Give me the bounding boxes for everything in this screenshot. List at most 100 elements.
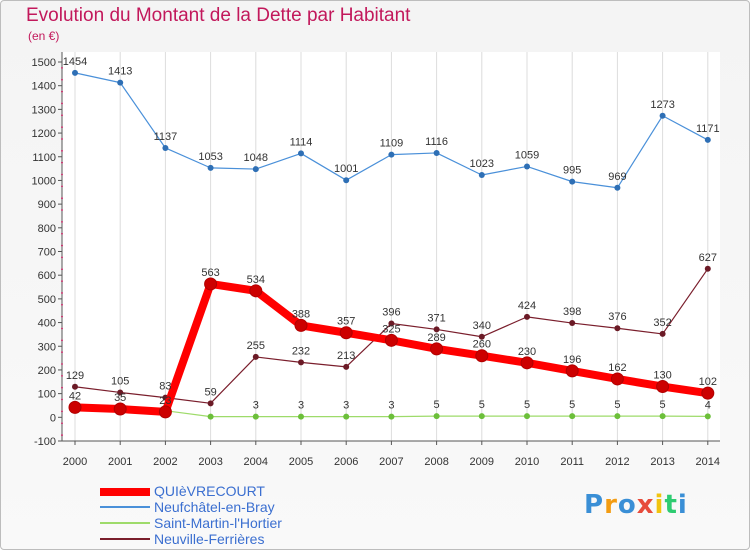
y-tick-label: 300 [38, 341, 56, 353]
logo-letter: t [664, 490, 678, 520]
data-label: 42 [69, 390, 81, 402]
data-label: 196 [563, 354, 581, 366]
data-label: 357 [337, 316, 355, 328]
data-label: 5 [660, 399, 666, 411]
data-point [343, 177, 350, 184]
y-tick-label: 1300 [32, 104, 56, 116]
data-point [659, 413, 666, 420]
x-tick-label: 2005 [289, 456, 313, 468]
data-point [343, 413, 350, 420]
data-point [704, 136, 711, 143]
y-tick-label: 1000 [32, 175, 56, 187]
data-label: 1273 [650, 99, 674, 111]
y-minor-tick [61, 244, 63, 247]
data-point [520, 356, 534, 370]
proxiti-logo: Proxiti [584, 490, 688, 520]
data-label: 59 [204, 386, 216, 398]
data-point [704, 265, 711, 272]
data-point [343, 363, 350, 370]
data-label: 325 [382, 323, 400, 335]
legend-swatch [100, 488, 150, 496]
y-minor-tick [61, 256, 63, 259]
y-minor-tick [61, 173, 63, 176]
x-tick-label: 2010 [515, 456, 539, 468]
data-label: 969 [608, 171, 626, 183]
y-minor-tick [61, 351, 63, 354]
y-minor-tick [61, 398, 63, 401]
data-point [72, 383, 78, 390]
y-minor-tick [61, 434, 63, 436]
x-tick-label: 2008 [424, 456, 448, 468]
data-point [433, 326, 440, 333]
data-label: 260 [473, 339, 491, 351]
data-label: 129 [66, 370, 84, 382]
y-minor-tick [61, 327, 63, 330]
unit-label: (en €) [28, 29, 60, 43]
y-tick-label: 1100 [32, 152, 56, 164]
data-label: 162 [608, 362, 626, 374]
y-minor-tick [61, 209, 63, 211]
data-point [249, 284, 263, 298]
data-label: 1048 [244, 152, 268, 164]
data-label: 1413 [108, 66, 132, 78]
data-label: 255 [247, 340, 265, 352]
legend-label: Neuville-Ferrières [154, 531, 265, 547]
y-minor-tick [61, 410, 63, 413]
data-point [524, 413, 530, 420]
data-point [388, 151, 395, 158]
legend-label: Neufchâtel-en-Bray [154, 499, 275, 515]
data-label: 1109 [380, 138, 404, 150]
data-label: 376 [608, 311, 626, 323]
data-label: 995 [563, 165, 581, 177]
y-tick-label: 400 [38, 318, 56, 330]
data-label: 534 [247, 274, 265, 286]
y-tick-label: 1500 [32, 57, 56, 69]
logo-letter: i [677, 490, 688, 520]
data-point [478, 333, 485, 340]
data-point [565, 364, 579, 378]
data-label: 1137 [154, 131, 178, 143]
x-tick-label: 2007 [379, 456, 403, 468]
x-tick-label: 2000 [63, 456, 87, 468]
y-minor-tick [61, 303, 63, 306]
legend-label: QUIèVRECOURT [154, 483, 265, 499]
data-label: 213 [337, 350, 355, 362]
data-point [478, 413, 485, 420]
y-tick-label: 900 [38, 199, 56, 211]
y-tick-label: -100 [34, 436, 56, 448]
y-tick-label: 600 [38, 270, 56, 282]
data-point [252, 413, 259, 420]
data-label: 371 [427, 312, 445, 324]
legend-label: Saint-Martin-l'Hortier [154, 515, 282, 531]
y-minor-tick [61, 339, 63, 342]
y-minor-tick [61, 149, 63, 152]
data-label: 289 [427, 332, 445, 344]
legend-swatch [100, 522, 150, 524]
data-label: 5 [479, 399, 485, 411]
data-point [294, 318, 308, 332]
y-minor-tick [61, 386, 63, 389]
data-point [569, 178, 576, 185]
y-minor-tick [61, 197, 63, 200]
data-point [524, 313, 530, 320]
y-minor-tick [61, 268, 63, 271]
logo-letter: o [617, 490, 637, 520]
data-label: 1171 [696, 123, 720, 135]
data-point [656, 380, 670, 394]
data-label: 388 [292, 308, 310, 320]
y-minor-tick [61, 315, 63, 318]
y-minor-tick [61, 90, 63, 93]
data-label: 105 [111, 375, 129, 387]
x-tick-label: 2004 [244, 456, 268, 468]
data-label: 23 [159, 395, 171, 407]
data-point [569, 320, 576, 327]
data-label: 5 [569, 399, 575, 411]
data-point [430, 342, 444, 356]
data-label: 1053 [198, 151, 222, 163]
data-label: 1001 [334, 163, 358, 175]
x-tick-label: 2011 [560, 456, 584, 468]
data-label: 424 [518, 300, 536, 312]
data-label: 3 [388, 400, 394, 412]
y-minor-tick [61, 363, 63, 365]
